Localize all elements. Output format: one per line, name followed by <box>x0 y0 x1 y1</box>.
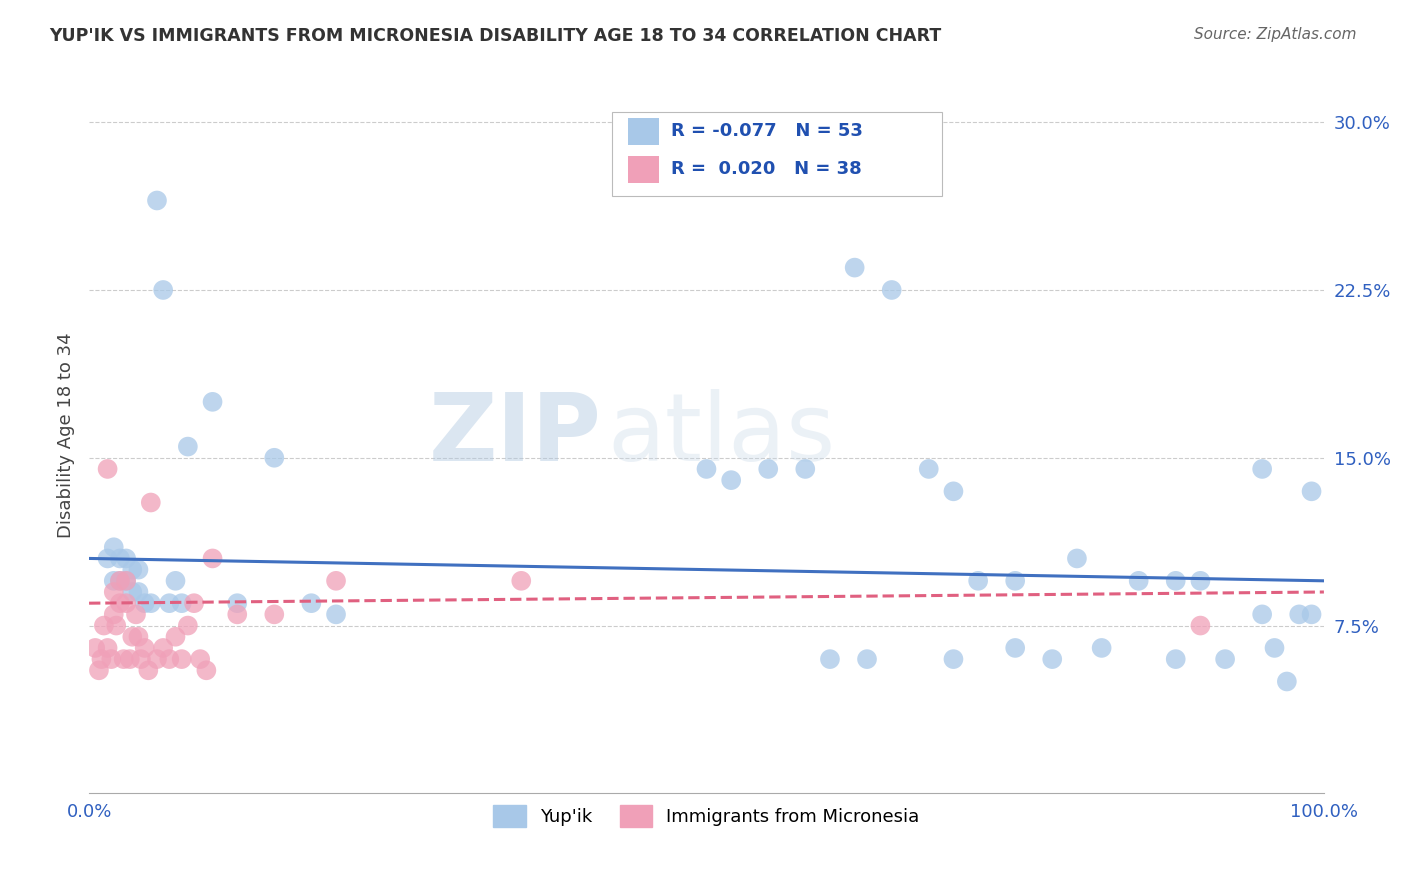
Point <box>97 640 120 655</box>
Point <box>1275 674 1298 689</box>
Point <box>967 574 990 588</box>
Point <box>134 640 156 655</box>
Point <box>115 574 138 588</box>
Point <box>1251 462 1274 476</box>
Point <box>942 652 965 666</box>
Point <box>1040 652 1063 666</box>
Point <box>263 450 285 465</box>
Point <box>125 607 148 622</box>
Point <box>127 585 149 599</box>
Point <box>177 440 200 454</box>
Point <box>127 563 149 577</box>
Text: ZIP: ZIP <box>429 390 602 482</box>
Point <box>510 574 533 588</box>
Text: R =  0.020   N = 38: R = 0.020 N = 38 <box>671 161 862 178</box>
Point <box>1213 652 1236 666</box>
Point <box>1004 574 1026 588</box>
Point <box>1251 607 1274 622</box>
Point <box>90 652 112 666</box>
Point <box>170 652 193 666</box>
Point <box>157 652 180 666</box>
Point <box>129 652 152 666</box>
Point <box>115 551 138 566</box>
Point <box>103 574 125 588</box>
Point <box>138 663 160 677</box>
Point <box>226 596 249 610</box>
Point <box>139 596 162 610</box>
Point <box>183 596 205 610</box>
Y-axis label: Disability Age 18 to 34: Disability Age 18 to 34 <box>58 333 75 538</box>
Point <box>1164 652 1187 666</box>
Text: YUP'IK VS IMMIGRANTS FROM MICRONESIA DISABILITY AGE 18 TO 34 CORRELATION CHART: YUP'IK VS IMMIGRANTS FROM MICRONESIA DIS… <box>49 27 942 45</box>
Point <box>112 652 135 666</box>
Point <box>818 652 841 666</box>
Point <box>157 596 180 610</box>
Point <box>152 283 174 297</box>
Text: Source: ZipAtlas.com: Source: ZipAtlas.com <box>1194 27 1357 42</box>
Point <box>325 607 347 622</box>
Point <box>1301 607 1323 622</box>
Point <box>103 607 125 622</box>
Point <box>93 618 115 632</box>
Point <box>146 652 169 666</box>
Point <box>121 585 143 599</box>
Point <box>97 551 120 566</box>
Point <box>177 618 200 632</box>
Point <box>108 596 131 610</box>
Point <box>87 663 110 677</box>
Point <box>856 652 879 666</box>
Point <box>720 473 742 487</box>
Point <box>844 260 866 275</box>
Point <box>152 640 174 655</box>
Point <box>1004 640 1026 655</box>
Point <box>115 574 138 588</box>
Point <box>794 462 817 476</box>
Point <box>121 630 143 644</box>
Point <box>1301 484 1323 499</box>
Point <box>165 630 187 644</box>
Point <box>105 618 128 632</box>
Point <box>108 574 131 588</box>
Point <box>201 394 224 409</box>
Point <box>121 563 143 577</box>
Point <box>103 585 125 599</box>
Point <box>1288 607 1310 622</box>
Point <box>1263 640 1285 655</box>
Point <box>1091 640 1114 655</box>
Point <box>695 462 717 476</box>
Point <box>170 596 193 610</box>
Point <box>942 484 965 499</box>
Point <box>108 551 131 566</box>
Point <box>880 283 903 297</box>
Point <box>195 663 218 677</box>
Point <box>115 596 138 610</box>
Point <box>325 574 347 588</box>
Point <box>201 551 224 566</box>
Text: R = -0.077   N = 53: R = -0.077 N = 53 <box>671 122 862 140</box>
Point <box>226 607 249 622</box>
Point <box>918 462 941 476</box>
Point <box>165 574 187 588</box>
Point <box>84 640 107 655</box>
Point <box>134 596 156 610</box>
Point <box>1128 574 1150 588</box>
Point <box>103 541 125 555</box>
Point <box>756 462 779 476</box>
Point <box>118 652 141 666</box>
Point <box>100 652 122 666</box>
Point <box>1189 574 1212 588</box>
Legend: Yup'ik, Immigrants from Micronesia: Yup'ik, Immigrants from Micronesia <box>486 798 927 834</box>
Point <box>299 596 322 610</box>
Point <box>1066 551 1088 566</box>
Point <box>139 495 162 509</box>
Point <box>97 462 120 476</box>
Point <box>146 194 169 208</box>
Point <box>1189 618 1212 632</box>
Point <box>108 574 131 588</box>
Point <box>188 652 211 666</box>
Text: atlas: atlas <box>607 390 837 482</box>
Point <box>127 630 149 644</box>
Point <box>263 607 285 622</box>
Point <box>1164 574 1187 588</box>
